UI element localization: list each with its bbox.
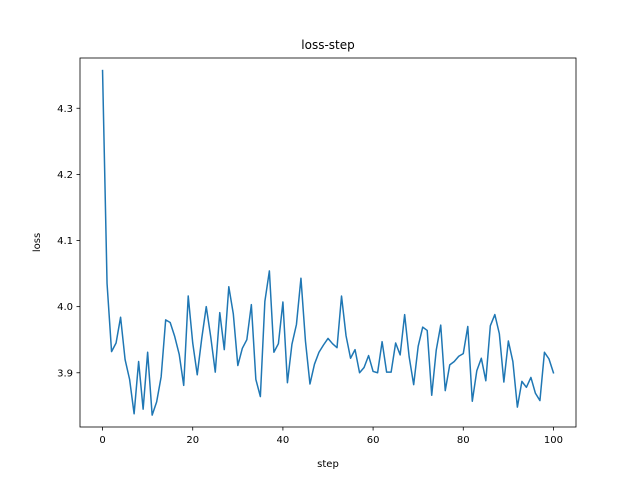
x-tick-label: 60 — [367, 435, 380, 446]
loss-series-line — [101, 69, 555, 416]
x-tick-label: 100 — [544, 435, 563, 446]
y-axis-label: loss — [32, 233, 43, 252]
x-tick-label: 40 — [277, 435, 290, 446]
x-tick-label: 80 — [457, 435, 470, 446]
x-tick-label: 20 — [186, 435, 199, 446]
y-axis-ticks: 3.9 4.0 4.1 4.2 4.3 — [57, 104, 80, 379]
y-tick-label: 4.0 — [57, 302, 73, 313]
plot-area-frame — [79, 57, 577, 428]
y-tick-label: 4.3 — [57, 104, 73, 115]
y-tick-label: 4.2 — [57, 170, 73, 181]
y-tick-label: 3.9 — [57, 368, 73, 379]
x-axis-label: step — [317, 459, 339, 470]
x-tick-label: 0 — [99, 435, 105, 446]
y-tick-label: 4.1 — [57, 236, 73, 247]
chart-title: loss-step — [301, 38, 354, 52]
x-axis-ticks: 0 20 40 60 80 100 — [99, 427, 563, 446]
